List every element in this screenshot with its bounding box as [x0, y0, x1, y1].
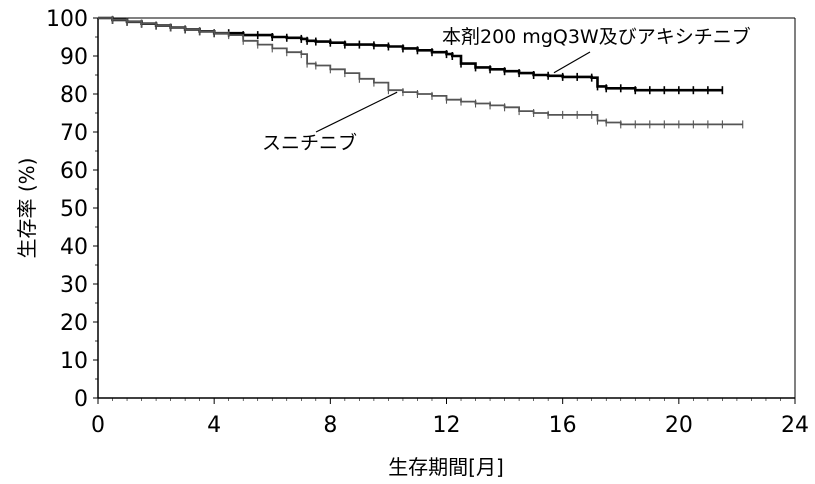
y-tick-label-60: 60 [60, 159, 88, 184]
y-tick-label-80: 80 [60, 83, 88, 108]
plot-frame [97, 17, 796, 399]
annotation-leader-sunitinib [315, 91, 398, 133]
y-tick-label-40: 40 [60, 235, 88, 260]
y-tick-label-0: 0 [74, 387, 88, 412]
annotation-layer: 本剤200 mgQ3W及びアキシチニブ スニチニブ [262, 25, 751, 154]
annotation-leader-combo [553, 51, 591, 74]
x-tick-label-16: 16 [549, 413, 577, 438]
y-tick-label-10: 10 [60, 349, 88, 374]
y-axis-ticks: 0 10 20 30 40 50 60 70 80 90 100 [46, 7, 98, 412]
y-tick-label-50: 50 [60, 197, 88, 222]
y-tick-label-20: 20 [60, 311, 88, 336]
x-axis-title: 生存期間[月] [388, 455, 504, 479]
y-tick-label-100: 100 [46, 7, 88, 32]
series-layer [98, 15, 744, 129]
x-tick-label-12: 12 [433, 413, 461, 438]
x-tick-label-24: 24 [781, 413, 809, 438]
x-axis-ticks: 0 4 8 12 16 20 24 [91, 398, 809, 438]
y-tick-label-30: 30 [60, 273, 88, 298]
x-tick-label-20: 20 [665, 413, 693, 438]
x-tick-label-8: 8 [323, 413, 337, 438]
annotation-sunitinib: スニチニブ [262, 131, 357, 154]
x-tick-label-0: 0 [91, 413, 105, 438]
annotation-combo: 本剤200 mgQ3W及びアキシチニブ [442, 25, 751, 48]
y-axis-title: 生存率 (%) [15, 158, 39, 259]
y-tick-label-90: 90 [60, 45, 88, 70]
y-tick-label-70: 70 [60, 121, 88, 146]
x-tick-label-4: 4 [207, 413, 221, 438]
